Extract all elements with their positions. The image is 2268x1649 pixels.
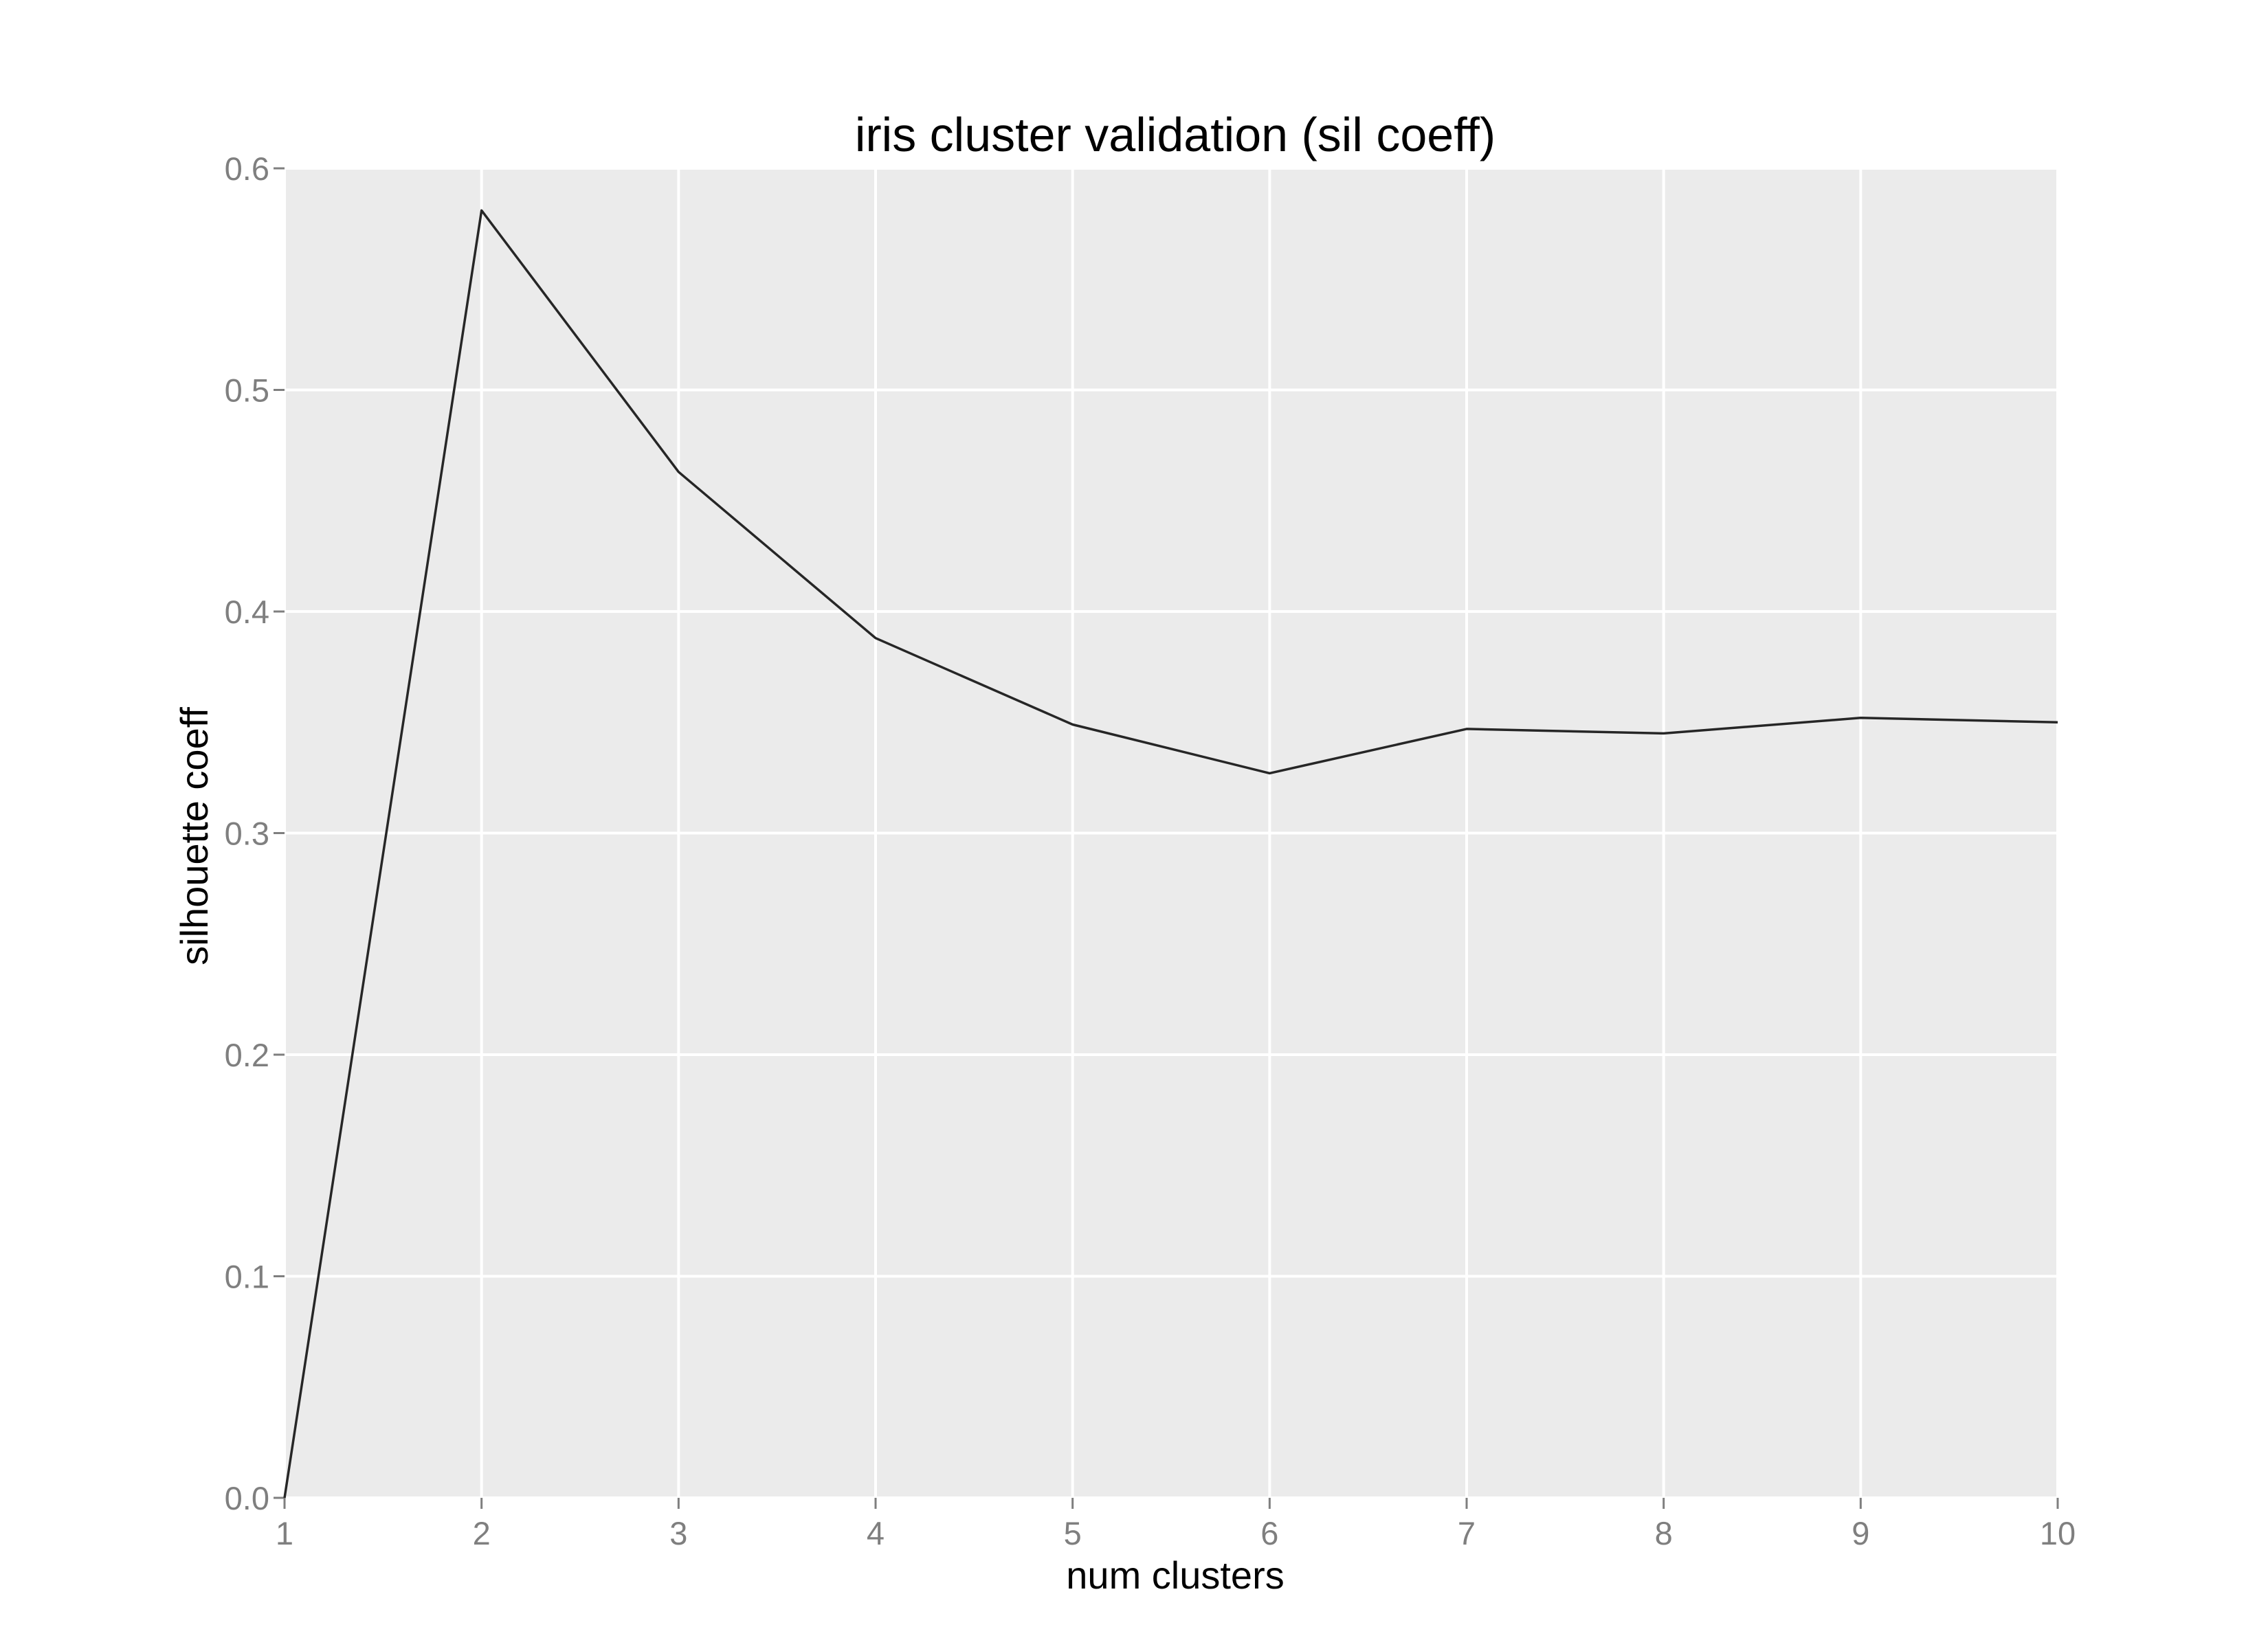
y-tick-label: 0.5: [225, 372, 269, 409]
data-point: [1071, 723, 1074, 726]
data-point: [480, 209, 483, 212]
tick-labels: 0.0 0.1 0.2 0.3 0.4 0.5 0.6 1 2 3 4 5 6 7 8 9 10: [225, 150, 2076, 1551]
data-point: [2056, 721, 2059, 723]
y-tick-label: 0.1: [225, 1259, 269, 1295]
x-tick-label: 6: [1260, 1515, 1278, 1551]
x-tick-label: 3: [669, 1515, 687, 1551]
y-tick-label: 0.6: [225, 150, 269, 187]
x-tick-label: 8: [1655, 1515, 1673, 1551]
x-axis-label: num clusters: [1066, 1553, 1284, 1597]
y-tick-label: 0.3: [225, 816, 269, 852]
y-tick-label: 0.4: [225, 594, 269, 630]
data-point: [1465, 728, 1468, 730]
data-point: [1268, 772, 1271, 774]
y-tick-label: 0.0: [225, 1480, 269, 1516]
x-tick-label: 9: [1852, 1515, 1869, 1551]
y-tick-label: 0.2: [225, 1037, 269, 1073]
y-axis-label: silhouette coeff: [173, 707, 216, 965]
chart-title: iris cluster validation (sil coeff): [855, 108, 1496, 161]
tick-marks: [274, 167, 2059, 1509]
x-tick-label: 4: [867, 1515, 885, 1551]
data-point: [283, 1496, 286, 1499]
data-point: [874, 637, 877, 640]
data-point: [1663, 732, 1665, 734]
x-tick-label: 2: [473, 1515, 491, 1551]
data-point: [677, 471, 680, 473]
series-line: [283, 209, 2058, 1499]
x-tick-label: 5: [1064, 1515, 1082, 1551]
x-tick-label: 1: [276, 1515, 293, 1551]
series-group: [283, 209, 2059, 1499]
x-tick-label: 7: [1458, 1515, 1476, 1551]
x-tick-label: 10: [2040, 1515, 2076, 1551]
data-point: [1859, 717, 1862, 719]
